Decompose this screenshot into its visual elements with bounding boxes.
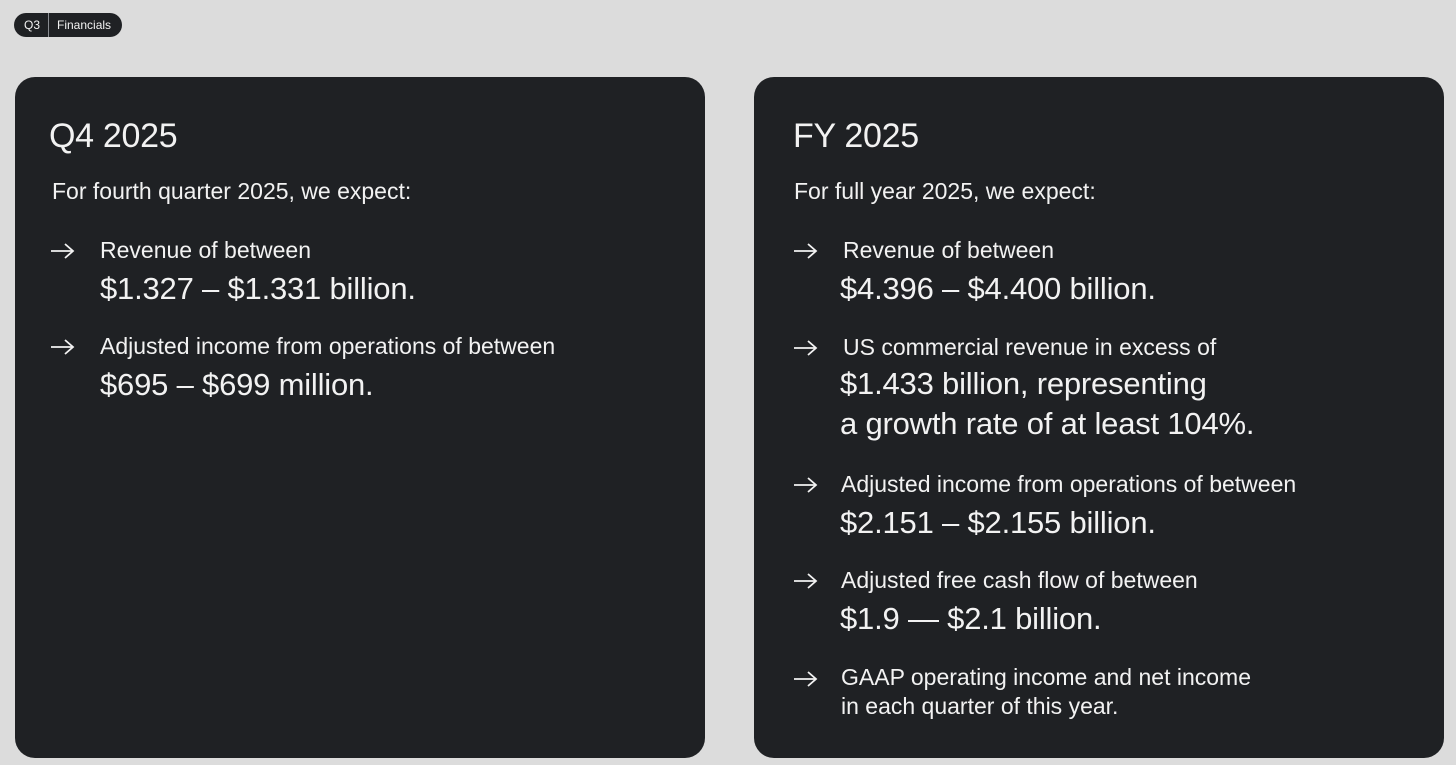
item-label: Revenue of between: [843, 237, 1054, 263]
item-note-line: in each quarter of this year.: [841, 693, 1119, 719]
item-label: Adjusted income from operations of betwe…: [841, 471, 1297, 497]
arrow-right-icon: [794, 477, 818, 493]
card-title: Q4 2025: [49, 117, 178, 155]
item-value: $4.396 – $4.400 billion.: [840, 271, 1156, 306]
card-intro: For fourth quarter 2025, we expect:: [52, 178, 412, 204]
q4-outlook-card: Q4 2025 For fourth quarter 2025, we expe…: [15, 77, 705, 758]
item-value: $1.433 billion, representing a growth ra…: [840, 364, 1254, 444]
arrow-right-icon: [51, 243, 75, 259]
item-value: $1.9 — $2.1 billion.: [840, 601, 1102, 636]
item-label: Adjusted income from operations of betwe…: [100, 333, 556, 359]
item-value-line: a growth rate of at least 104%.: [840, 406, 1255, 441]
tag-section: Financials: [57, 18, 112, 32]
arrow-right-icon: [51, 339, 75, 355]
item-value: $2.151 – $2.155 billion.: [840, 505, 1156, 540]
item-label: Adjusted free cash flow of between: [841, 567, 1198, 593]
arrow-right-icon: [794, 573, 818, 589]
item-value: $695 – $699 million.: [100, 367, 374, 402]
fy-outlook-card: FY 2025 For full year 2025, we expect: R…: [754, 77, 1444, 758]
item-note-line: GAAP operating income and net income: [841, 664, 1251, 690]
item-value: $1.327 – $1.331 billion.: [100, 271, 416, 306]
item-label: Revenue of between: [100, 237, 311, 263]
section-tag: Q3 Financials: [14, 13, 123, 37]
card-intro: For full year 2025, we expect:: [794, 178, 1096, 204]
arrow-right-icon: [794, 243, 818, 259]
item-value-line: $1.433 billion, representing: [840, 366, 1207, 401]
item-label: US commercial revenue in excess of: [843, 334, 1217, 360]
card-title: FY 2025: [793, 117, 919, 155]
arrow-right-icon: [794, 340, 818, 356]
arrow-right-icon: [794, 671, 818, 687]
item-note: GAAP operating income and net income in …: [841, 663, 1251, 721]
tag-quarter: Q3: [24, 13, 50, 37]
